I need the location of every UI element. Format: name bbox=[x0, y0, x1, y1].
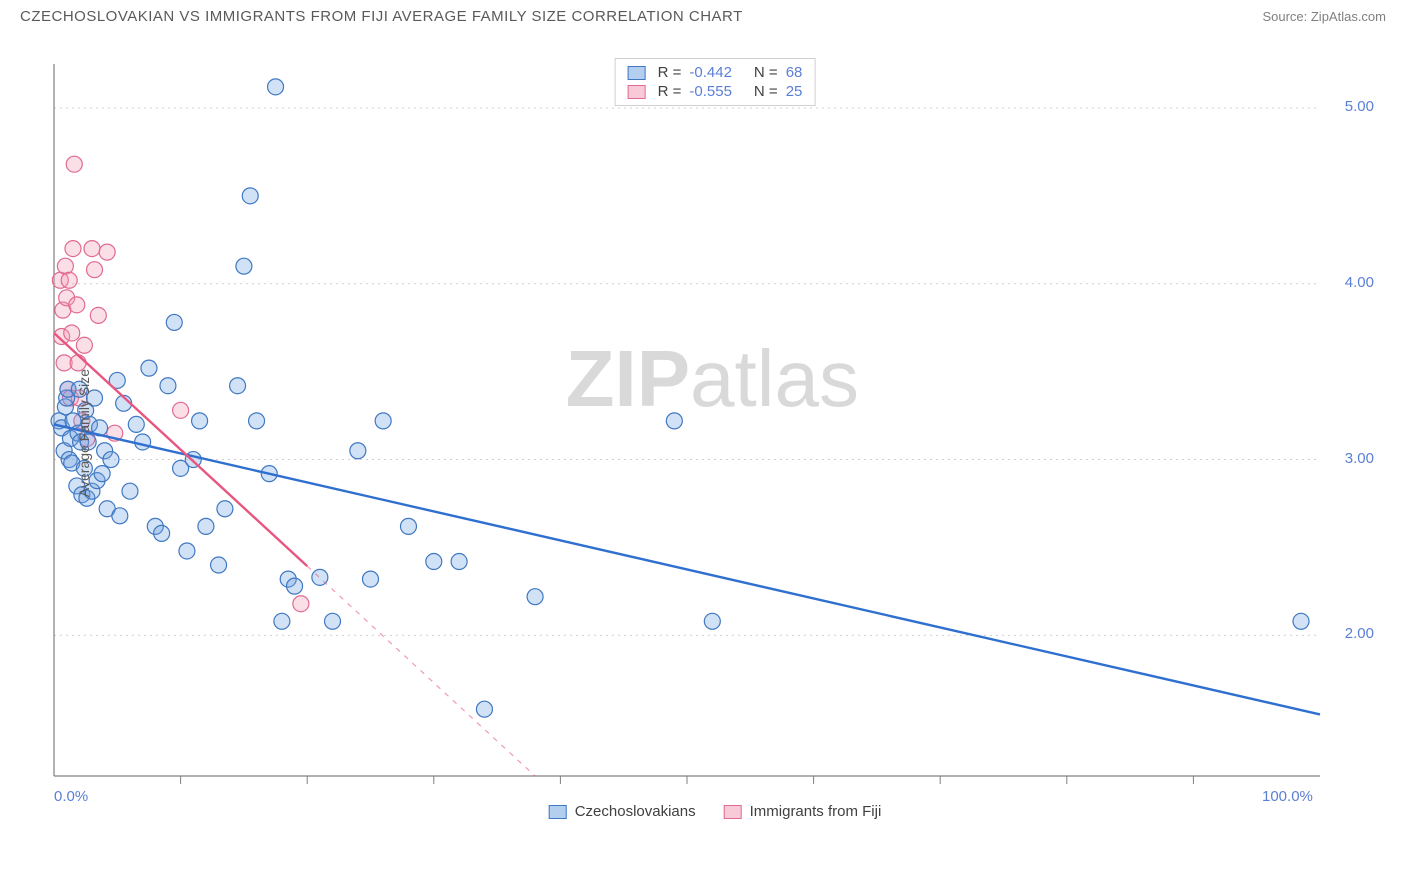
source-prefix: Source: bbox=[1262, 9, 1310, 24]
n-label: N = bbox=[754, 83, 778, 100]
legend-label-fiji: Immigrants from Fiji bbox=[750, 803, 882, 820]
chart-header: CZECHOSLOVAKIAN VS IMMIGRANTS FROM FIJI … bbox=[0, 0, 1406, 29]
source-attribution: Source: ZipAtlas.com bbox=[1262, 9, 1386, 24]
svg-text:ZIPatlas: ZIPatlas bbox=[566, 334, 859, 423]
r-value-czech: -0.442 bbox=[689, 64, 732, 81]
chart-area: ZIPatlas Average Family Size R = -0.442 … bbox=[50, 48, 1380, 818]
r-label: R = bbox=[658, 64, 682, 81]
swatch-fiji bbox=[724, 805, 742, 819]
scatter-plot: ZIPatlas bbox=[50, 48, 1380, 818]
r-value-fiji: -0.555 bbox=[689, 83, 732, 100]
y-tick-label: 2.00 bbox=[1345, 625, 1374, 642]
legend-label-czech: Czechoslovakians bbox=[575, 803, 696, 820]
swatch-czech bbox=[628, 66, 646, 80]
n-value-fiji: 25 bbox=[786, 83, 803, 100]
legend-row-fiji: R = -0.555 N = 25 bbox=[628, 82, 803, 101]
correlation-legend: R = -0.442 N = 68 R = -0.555 N = 25 bbox=[615, 58, 816, 106]
y-axis-label: Average Family Size bbox=[76, 369, 92, 497]
y-tick-label: 4.00 bbox=[1345, 274, 1374, 291]
legend-item-fiji: Immigrants from Fiji bbox=[724, 803, 882, 820]
legend-row-czech: R = -0.442 N = 68 bbox=[628, 63, 803, 82]
y-tick-label: 5.00 bbox=[1345, 98, 1374, 115]
n-value-czech: 68 bbox=[786, 64, 803, 81]
legend-item-czech: Czechoslovakians bbox=[549, 803, 696, 820]
x-tick-label: 0.0% bbox=[54, 788, 88, 805]
chart-title: CZECHOSLOVAKIAN VS IMMIGRANTS FROM FIJI … bbox=[20, 8, 743, 25]
n-label: N = bbox=[754, 64, 778, 81]
r-label: R = bbox=[658, 83, 682, 100]
swatch-czech bbox=[549, 805, 567, 819]
x-tick-label: 100.0% bbox=[1262, 788, 1313, 805]
source-name: ZipAtlas.com bbox=[1311, 9, 1386, 24]
y-tick-label: 3.00 bbox=[1345, 450, 1374, 467]
series-legend: Czechoslovakians Immigrants from Fiji bbox=[549, 803, 882, 820]
swatch-fiji bbox=[628, 85, 646, 99]
